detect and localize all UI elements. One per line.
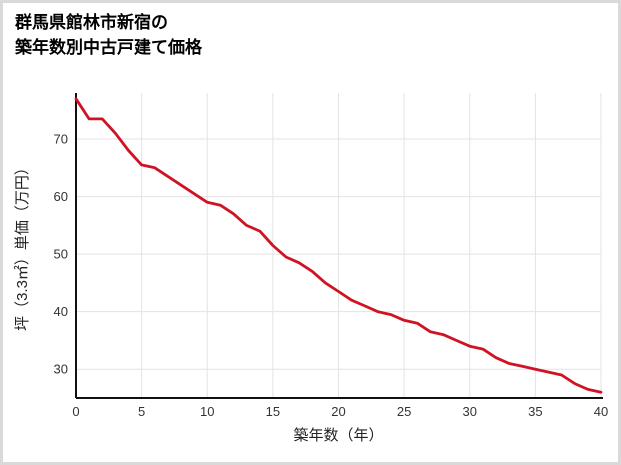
price-line-chart: 0 5 10 15 20 25 30 35 40 30 40 50 60 70 築年数（年） 坪（3.3㎡）単… bbox=[14, 93, 608, 444]
x-tick-label: 10 bbox=[200, 404, 214, 419]
price-line bbox=[74, 97, 603, 394]
y-tick-label: 30 bbox=[54, 362, 68, 377]
x-tick-label: 40 bbox=[594, 404, 608, 419]
y-axis-title: 坪（3.3㎡）単価（万円） bbox=[14, 160, 31, 331]
chart-title-line1: 群馬県館林市新宿の bbox=[15, 13, 168, 32]
x-tick-label: 35 bbox=[528, 404, 542, 419]
x-tick-label: 30 bbox=[463, 404, 477, 419]
chart-title-line2: 築年数別中古戸建て価格 bbox=[15, 37, 202, 57]
x-axis-title: 築年数（年） bbox=[293, 426, 383, 444]
y-tick-label: 60 bbox=[54, 189, 68, 204]
x-tick-label: 25 bbox=[397, 404, 411, 419]
x-tick-label: 5 bbox=[138, 404, 145, 419]
x-tick-label: 20 bbox=[331, 404, 345, 419]
chart-title: 群馬県館林市新宿の 築年数別中古戸建て価格 bbox=[15, 11, 202, 60]
y-tick-label: 70 bbox=[54, 132, 68, 147]
x-tick-label: 15 bbox=[266, 404, 280, 419]
y-tick-label: 50 bbox=[54, 247, 68, 262]
y-tick-label: 40 bbox=[54, 304, 68, 319]
x-tick-label: 0 bbox=[72, 404, 79, 419]
